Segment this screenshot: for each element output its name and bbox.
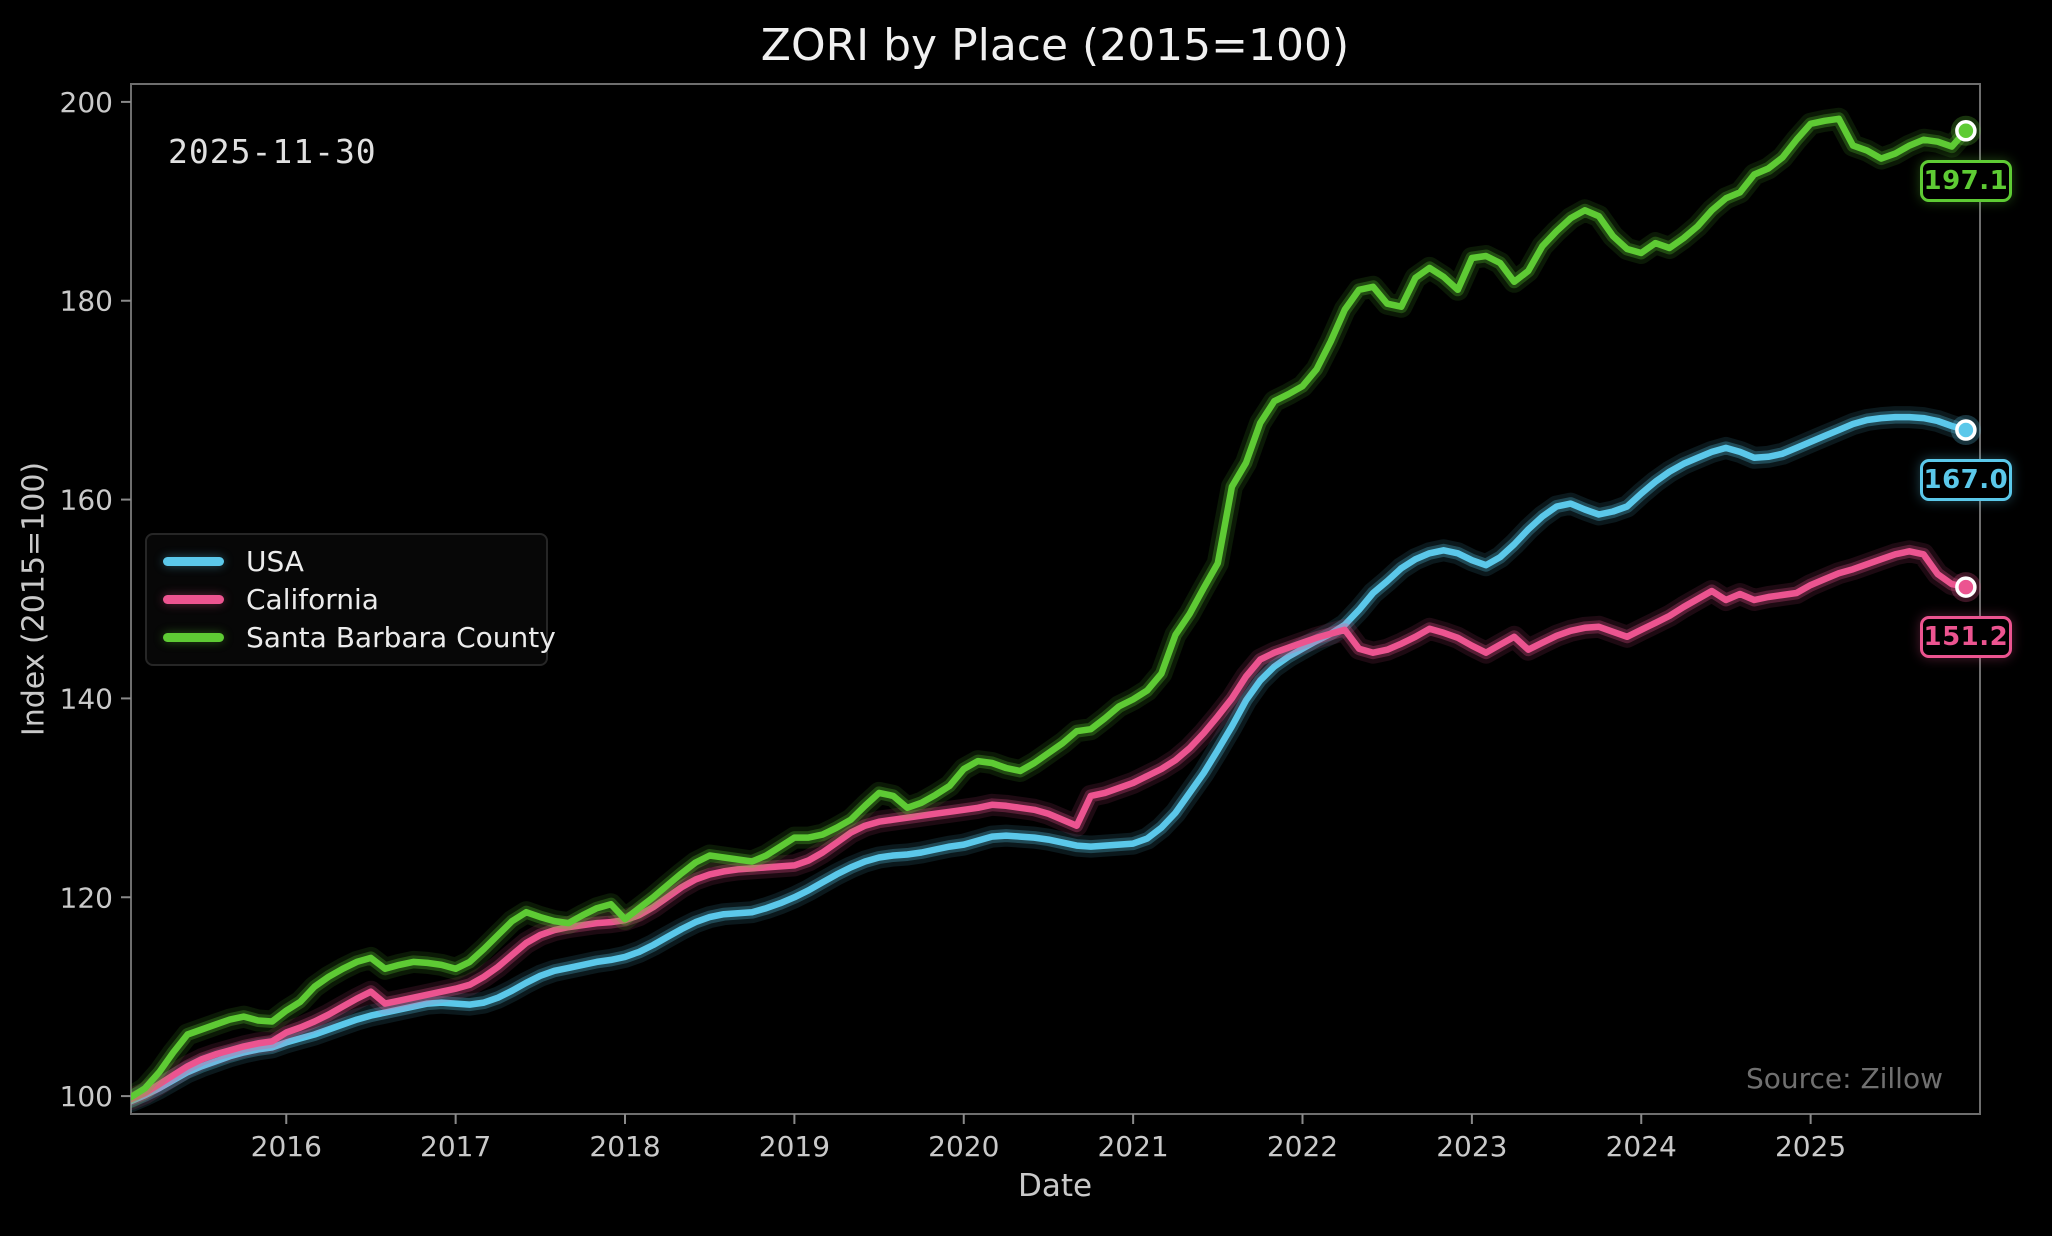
series-line-usa bbox=[131, 413, 1970, 1105]
source-credit: Source: Zillow bbox=[1745, 1062, 1943, 1095]
legend-label-santa-barbara: Santa Barbara County bbox=[246, 620, 556, 654]
legend-item-santa-barbara: Santa Barbara County bbox=[163, 621, 556, 654]
x-tick-label: 2021 bbox=[1097, 1130, 1168, 1163]
x-tick-label: 2017 bbox=[420, 1130, 491, 1163]
chart-title: ZORI by Place (2015=100) bbox=[760, 20, 1350, 71]
series-end-marker-california bbox=[1955, 576, 1977, 598]
y-tick-label: 140 bbox=[60, 682, 113, 715]
end-value-label-santa-barbara: 197.1 bbox=[1919, 159, 2012, 202]
legend-label-usa: USA bbox=[246, 545, 304, 579]
y-tick-label: 160 bbox=[60, 484, 113, 517]
end-value-label-usa: 167.0 bbox=[1919, 458, 2012, 501]
x-tick-label: 2018 bbox=[589, 1130, 660, 1163]
y-tick-label: 100 bbox=[60, 1080, 113, 1113]
x-tick-label: 2023 bbox=[1436, 1130, 1507, 1163]
legend-item-usa: USA bbox=[163, 545, 530, 578]
legend-label-california: California bbox=[246, 582, 379, 616]
y-tick-label: 200 bbox=[60, 86, 113, 119]
x-tick-label: 2024 bbox=[1606, 1130, 1677, 1163]
x-axis-label: Date bbox=[1017, 1168, 1093, 1204]
legend-item-california: California bbox=[163, 583, 530, 616]
x-tick-label: 2016 bbox=[251, 1130, 322, 1163]
legend-swatch-california bbox=[163, 594, 224, 604]
y-tick-label: 180 bbox=[60, 285, 113, 318]
series-line-california bbox=[131, 548, 1970, 1103]
series-end-marker-santa-barbara-county bbox=[1955, 119, 1977, 142]
x-tick-label: 2019 bbox=[759, 1130, 830, 1163]
end-value-label-california: 151.2 bbox=[1919, 616, 2012, 659]
date-annotation: 2025-11-30 bbox=[168, 132, 377, 171]
axes-spines bbox=[130, 83, 1981, 1115]
legend: USA California Santa Barbara County bbox=[145, 533, 556, 666]
x-tick-label: 2025 bbox=[1775, 1130, 1846, 1163]
x-tick-label: 2020 bbox=[928, 1130, 999, 1163]
x-tick-label: 2022 bbox=[1267, 1130, 1338, 1163]
legend-swatch-santa-barbara bbox=[163, 632, 224, 642]
series-line-santa-barbara-county bbox=[131, 115, 1970, 1101]
series-end-marker-usa bbox=[1955, 419, 1977, 441]
legend-swatch-usa bbox=[163, 557, 224, 567]
y-tick-label: 120 bbox=[60, 881, 113, 914]
